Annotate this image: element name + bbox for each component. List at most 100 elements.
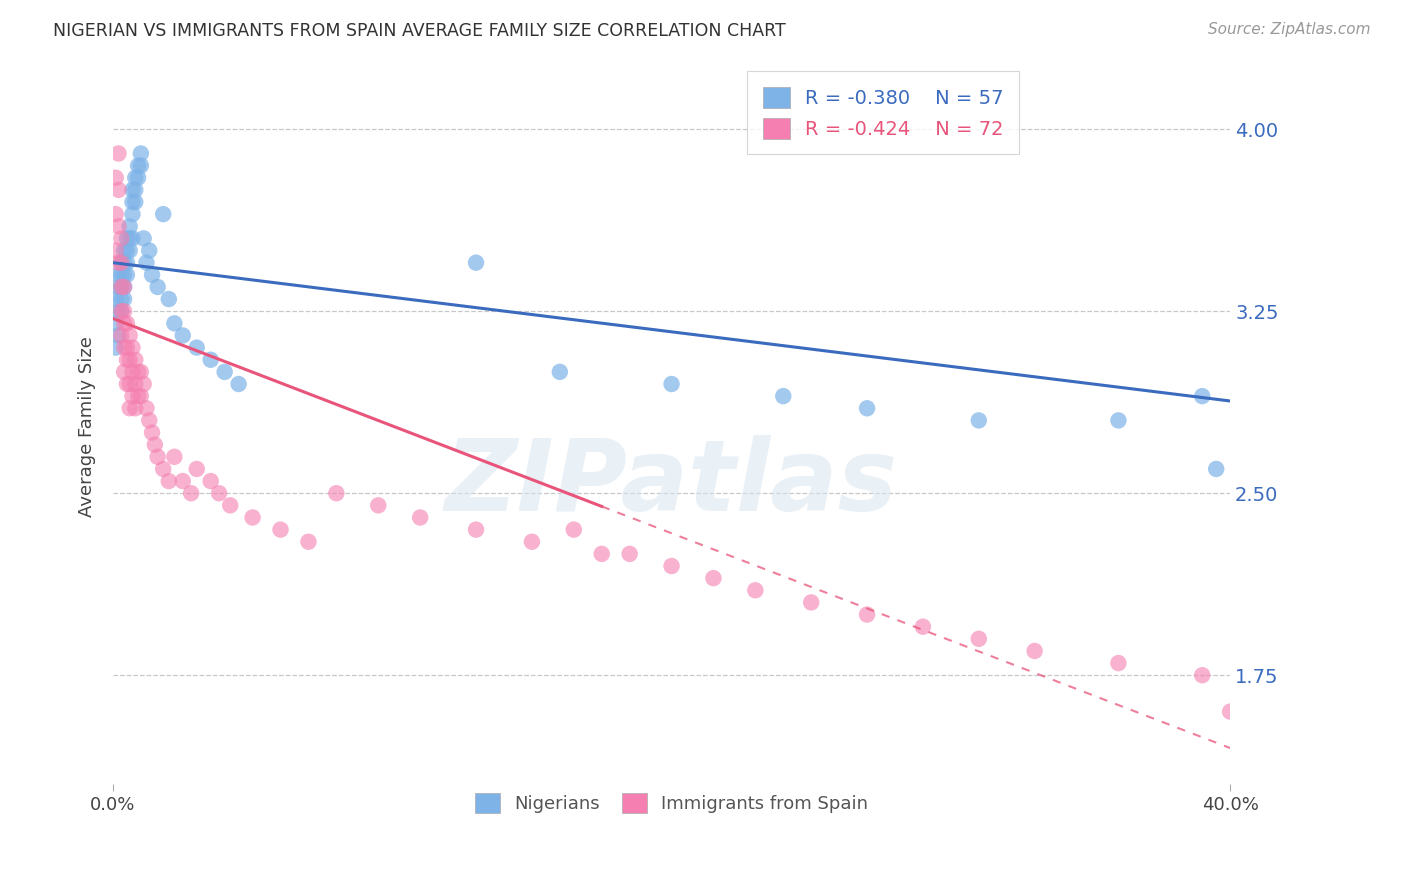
Point — [146, 450, 169, 464]
Point — [129, 159, 152, 173]
Point — [118, 219, 141, 234]
Point — [186, 341, 208, 355]
Point — [107, 280, 129, 294]
Point — [157, 292, 180, 306]
Point — [118, 376, 141, 391]
Point — [110, 304, 132, 318]
Point — [115, 255, 138, 269]
Point — [141, 268, 163, 282]
Point — [104, 244, 127, 258]
Point — [112, 316, 135, 330]
Point — [124, 401, 146, 416]
Point — [110, 231, 132, 245]
Point — [104, 292, 127, 306]
Point — [520, 534, 543, 549]
Point — [115, 268, 138, 282]
Point — [112, 255, 135, 269]
Point — [409, 510, 432, 524]
Point — [772, 389, 794, 403]
Point — [129, 146, 152, 161]
Point — [110, 280, 132, 294]
Point — [107, 268, 129, 282]
Point — [146, 280, 169, 294]
Point — [121, 207, 143, 221]
Point — [967, 413, 990, 427]
Point — [118, 244, 141, 258]
Point — [112, 292, 135, 306]
Point — [124, 194, 146, 209]
Point — [124, 170, 146, 185]
Point — [121, 341, 143, 355]
Point — [856, 401, 879, 416]
Point — [124, 376, 146, 391]
Point — [121, 231, 143, 245]
Point — [112, 341, 135, 355]
Point — [138, 244, 160, 258]
Point — [1024, 644, 1046, 658]
Point — [132, 231, 155, 245]
Point — [744, 583, 766, 598]
Point — [138, 413, 160, 427]
Point — [118, 231, 141, 245]
Point — [115, 231, 138, 245]
Point — [228, 376, 250, 391]
Y-axis label: Average Family Size: Average Family Size — [79, 336, 96, 516]
Point — [157, 474, 180, 488]
Point — [104, 207, 127, 221]
Point — [152, 462, 174, 476]
Point — [911, 620, 934, 634]
Point — [562, 523, 585, 537]
Point — [110, 268, 132, 282]
Point — [180, 486, 202, 500]
Point — [104, 170, 127, 185]
Point — [1205, 462, 1227, 476]
Text: NIGERIAN VS IMMIGRANTS FROM SPAIN AVERAGE FAMILY SIZE CORRELATION CHART: NIGERIAN VS IMMIGRANTS FROM SPAIN AVERAG… — [53, 22, 786, 40]
Point — [107, 328, 129, 343]
Point — [219, 499, 242, 513]
Point — [186, 462, 208, 476]
Point — [1191, 389, 1213, 403]
Point — [702, 571, 724, 585]
Point — [118, 352, 141, 367]
Point — [172, 474, 194, 488]
Point — [110, 292, 132, 306]
Point — [124, 352, 146, 367]
Point — [132, 376, 155, 391]
Point — [325, 486, 347, 500]
Point — [465, 523, 488, 537]
Point — [112, 280, 135, 294]
Point — [1107, 656, 1129, 670]
Point — [104, 341, 127, 355]
Point — [214, 365, 236, 379]
Point — [135, 255, 157, 269]
Point — [110, 255, 132, 269]
Point — [121, 194, 143, 209]
Point — [129, 389, 152, 403]
Legend: Nigerians, Immigrants from Spain: Nigerians, Immigrants from Spain — [463, 780, 882, 825]
Point — [661, 376, 683, 391]
Point — [200, 474, 222, 488]
Point — [163, 316, 186, 330]
Point — [1219, 705, 1241, 719]
Point — [112, 244, 135, 258]
Point — [110, 304, 132, 318]
Point — [200, 352, 222, 367]
Point — [141, 425, 163, 440]
Text: Source: ZipAtlas.com: Source: ZipAtlas.com — [1208, 22, 1371, 37]
Point — [127, 159, 149, 173]
Point — [163, 450, 186, 464]
Point — [115, 352, 138, 367]
Point — [967, 632, 990, 646]
Point — [127, 389, 149, 403]
Point — [104, 316, 127, 330]
Point — [143, 438, 166, 452]
Point — [152, 207, 174, 221]
Point — [242, 510, 264, 524]
Point — [591, 547, 613, 561]
Point — [107, 304, 129, 318]
Point — [208, 486, 231, 500]
Point — [270, 523, 292, 537]
Point — [112, 304, 135, 318]
Point — [1191, 668, 1213, 682]
Point — [118, 328, 141, 343]
